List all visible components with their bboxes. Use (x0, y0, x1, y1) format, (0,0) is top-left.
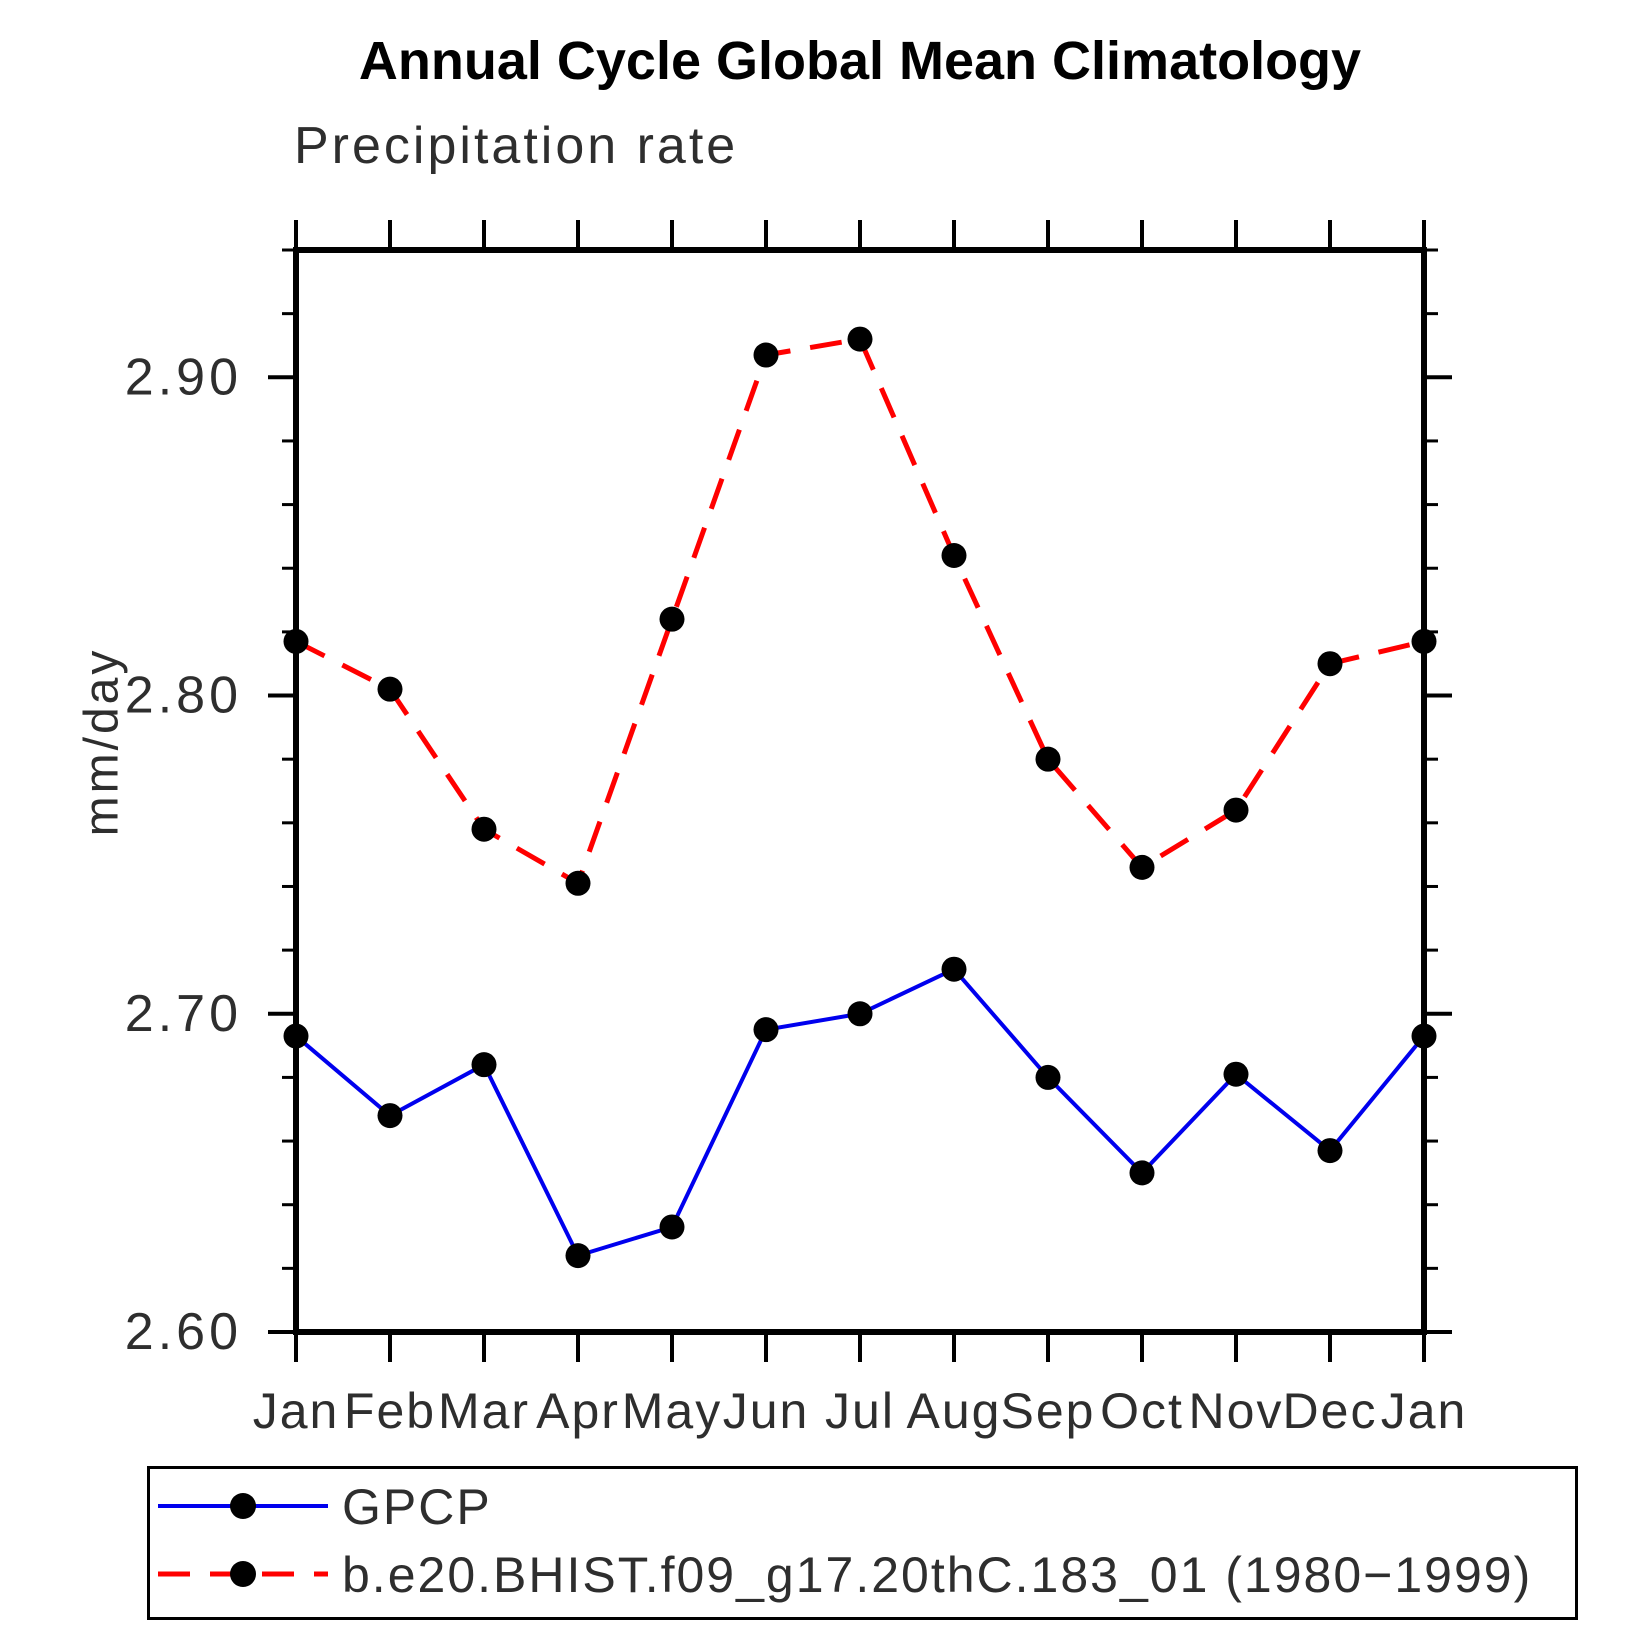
legend-label-model: b.e20.BHIST.f09_g17.20thC.183_01 (1980−1… (342, 1547, 1533, 1603)
legend-swatch-dashed-line (158, 1561, 328, 1587)
y-tick-label: 2.80 (125, 667, 242, 725)
data-point-marker (847, 1001, 873, 1027)
data-point-marker (377, 1103, 403, 1129)
y-tick-label: 2.60 (125, 1303, 242, 1361)
data-point-marker (283, 628, 309, 654)
x-tick-label: Sep (1001, 1383, 1096, 1439)
data-point-marker (1129, 1160, 1155, 1186)
data-point-marker (565, 1243, 591, 1269)
x-tick-label: Dec (1283, 1383, 1378, 1439)
data-point-marker (1129, 854, 1155, 880)
chart-title: Annual Cycle Global Mean Climatology (358, 31, 1362, 91)
legend-label-gpcp: GPCP (342, 1479, 492, 1535)
data-point-marker (377, 676, 403, 702)
legend-box: GPCP b.e20.BHIST.f09_g17.20thC.183_01 (1… (147, 1466, 1578, 1620)
data-point-marker (1223, 797, 1249, 823)
x-tick-label: Feb (344, 1383, 436, 1439)
x-tick-label: Aug (907, 1383, 1002, 1439)
data-point-marker (565, 870, 591, 896)
data-point-marker (1223, 1061, 1249, 1087)
x-tick-label: Mar (438, 1383, 530, 1439)
legend-marker-sample (230, 1493, 256, 1519)
data-point-marker (659, 1214, 685, 1240)
data-point-marker (1035, 1064, 1061, 1090)
data-point-marker (283, 1023, 309, 1049)
data-point-marker (753, 1017, 779, 1043)
x-tick-label: Oct (1100, 1383, 1184, 1439)
data-point-marker (753, 342, 779, 368)
data-point-marker (471, 816, 497, 842)
x-tick-label: Jun (723, 1383, 810, 1439)
x-tick-label: Jul (825, 1383, 895, 1439)
x-tick-label: Apr (536, 1383, 620, 1439)
data-point-marker (1317, 1138, 1343, 1164)
data-point-marker (659, 606, 685, 632)
y-tick-label: 2.70 (125, 985, 242, 1043)
x-tick-label: Jan (1381, 1383, 1468, 1439)
data-point-marker (471, 1052, 497, 1078)
data-point-marker (847, 326, 873, 352)
data-point-marker (1411, 628, 1437, 654)
axis-frame (293, 247, 1427, 1335)
series-line-model (294, 336, 1425, 887)
chart-subtitle: Precipitation rate (294, 117, 739, 175)
legend-marker-sample (230, 1561, 256, 1587)
x-tick-label: Jan (253, 1383, 340, 1439)
data-point-marker (941, 956, 967, 982)
x-tick-label: May (622, 1383, 722, 1439)
data-point-marker (1035, 746, 1061, 772)
x-tick-label: Nov (1189, 1383, 1284, 1439)
legend-swatch-solid-line (158, 1493, 328, 1519)
data-point-marker (1411, 1023, 1437, 1049)
data-point-marker (941, 543, 967, 569)
y-tick-label: 2.90 (125, 348, 242, 406)
data-point-marker (1317, 651, 1343, 677)
